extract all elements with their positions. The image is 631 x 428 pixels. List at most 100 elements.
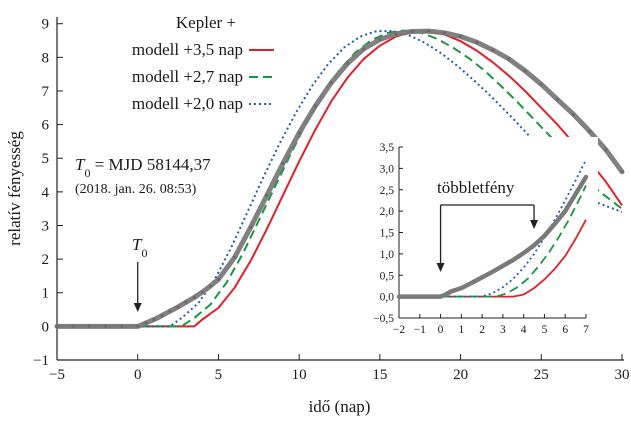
- inset-chart: −0,5 0,0 0,5 1,0 1,5 2,0 2,5 3,0 3,5 −2 −1 0 1 2 3 4 5 6 7…: [359, 137, 598, 350]
- annotation-date: (2018. jan. 26. 08:53): [75, 182, 197, 197]
- kepler-point: [136, 324, 140, 328]
- kepler-point: [152, 318, 156, 322]
- y-tick-label: 7: [42, 84, 50, 100]
- inset-y-tick-label: 1,5: [380, 228, 395, 240]
- kepler-point: [192, 295, 196, 300]
- kepler-point: [71, 324, 75, 328]
- kepler-point: [410, 29, 414, 34]
- annotation-t0-mjd: T0 = MJD 58144,37: [75, 155, 211, 180]
- kepler-point: [160, 314, 164, 318]
- kepler-point: [426, 29, 430, 33]
- inset-y-tick-label: 1,0: [380, 249, 395, 261]
- kepler-point: [394, 32, 398, 36]
- inset-annotation-label: többletfény: [437, 178, 515, 197]
- x-tick-label: 5: [215, 367, 223, 383]
- main-series: [54, 28, 625, 329]
- kepler-point: [539, 82, 543, 86]
- y-tick-label: 8: [42, 50, 50, 66]
- kepler-point: [475, 40, 479, 44]
- kepler-point: [378, 37, 382, 42]
- kepler-point: [523, 69, 527, 73]
- x-tick-label: 30: [615, 367, 630, 383]
- kepler-point: [144, 321, 148, 325]
- series-modell-2-7-nap: [57, 29, 623, 328]
- kepler-point: [604, 148, 608, 152]
- y-tick-label: 3: [42, 218, 50, 234]
- y-axis-label: relatív fényesség: [5, 131, 24, 246]
- inset-x-tick-label: 4: [521, 324, 527, 336]
- legend-label: modell +2,0 nap: [132, 94, 243, 113]
- kepler-point: [571, 112, 576, 117]
- inset-x-tick-label: −1: [414, 324, 426, 336]
- kepler-point: [281, 161, 285, 165]
- legend-label: modell +3,5 nap: [132, 40, 243, 59]
- y-tick-label: −1: [33, 353, 49, 369]
- y-tick-label: 0: [42, 319, 50, 335]
- inset-series-modell-2-7-nap: [399, 185, 587, 298]
- kepler-point: [329, 80, 334, 85]
- inset-series-kepler: [396, 174, 589, 299]
- kepler-point: [297, 131, 301, 135]
- legend: Kepler + modell +3,5 nap modell +2,7 nap mo…: [132, 13, 274, 113]
- series-modell-3-5-nap: [57, 30, 623, 328]
- inset-series-modell-3-5-nap: [399, 219, 587, 298]
- kepler-point: [200, 290, 204, 294]
- x-axis-label: idő (nap): [309, 397, 371, 416]
- annotations: T0 = MJD 58144,37 (2018. jan. 26. 08:53)…: [75, 155, 211, 312]
- kepler-point: [620, 170, 624, 174]
- kepler-point: [588, 129, 592, 133]
- inset-x-tick-label: 6: [562, 324, 568, 336]
- inset-x-tick-label: 1: [458, 324, 464, 336]
- t0-arrow-head: [133, 303, 142, 312]
- kepler-point: [184, 300, 188, 304]
- inset-x-tick-label: 0: [438, 324, 444, 336]
- y-tick-label: 6: [42, 118, 50, 134]
- inset-arrow-left-head: [436, 263, 445, 272]
- kepler-point: [507, 57, 511, 61]
- inset-y-tick-label: 3,0: [380, 163, 395, 175]
- y-tick-label: 1: [42, 286, 50, 302]
- inset-x-tick-label: 2: [479, 324, 485, 336]
- inset-y-tick-label: 2,5: [380, 185, 395, 197]
- kepler-point: [232, 255, 237, 260]
- inset-y-tick-label: 0,0: [380, 292, 395, 304]
- kepler-point: [313, 104, 317, 108]
- kepler-point: [555, 97, 560, 101]
- kepler-point: [176, 305, 180, 309]
- series-modell-2-0-nap: [57, 30, 623, 328]
- x-tick-label: 20: [453, 367, 468, 383]
- y-tick-label: 5: [42, 151, 50, 167]
- inset-arrow-right-head: [530, 220, 539, 229]
- inset-y-tick-label: −0,5: [373, 313, 394, 325]
- inset-y-tick-label: 2,0: [380, 206, 395, 218]
- kepler-point: [458, 34, 463, 39]
- kepler-point: [119, 324, 124, 328]
- legend-label: Kepler +: [176, 13, 236, 32]
- kepler-point: [265, 193, 269, 197]
- annotation-t0-label: T0: [132, 235, 147, 260]
- kepler-point: [249, 225, 253, 229]
- kepler-point: [87, 324, 91, 328]
- legend-label: modell +2,7 nap: [132, 67, 243, 86]
- inset-x-tick-label: 7: [583, 324, 589, 336]
- x-tick-label: −5: [49, 367, 65, 383]
- kepler-point: [168, 309, 172, 313]
- kepler-point: [208, 284, 212, 288]
- inset-y-tick-label: 3,5: [380, 142, 395, 154]
- kepler-point: [216, 277, 221, 281]
- inset-x-tick-label: 3: [500, 324, 506, 336]
- kepler-point: [103, 324, 108, 328]
- y-tick-label: 2: [42, 252, 50, 268]
- y-tick-label: 9: [42, 17, 50, 33]
- inset-y-tick-label: 0,5: [380, 270, 395, 282]
- y-tick-label: 4: [42, 185, 50, 201]
- kepler-point: [55, 324, 59, 328]
- kepler-point: [362, 47, 366, 51]
- kepler-point: [491, 48, 495, 52]
- inset-x-tick-label: 5: [542, 324, 548, 336]
- kepler-point: [345, 61, 350, 66]
- x-tick-label: 0: [134, 367, 142, 383]
